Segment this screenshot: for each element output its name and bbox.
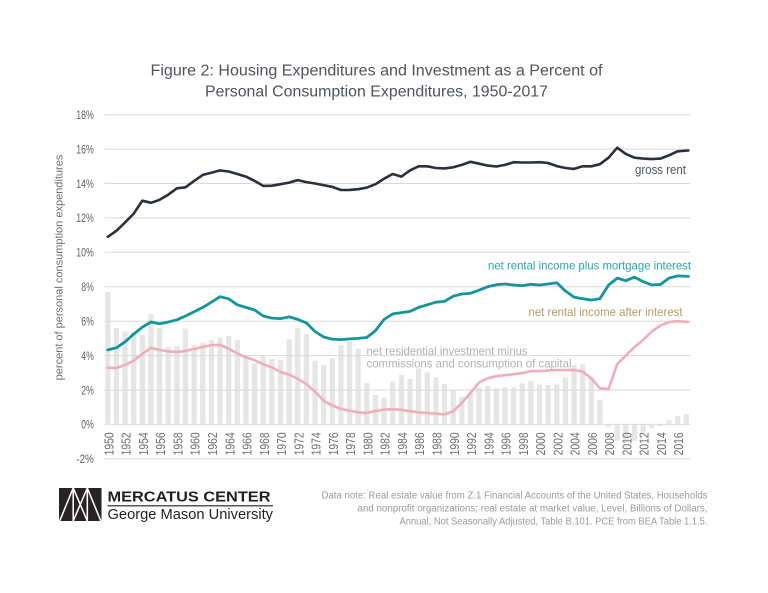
svg-text:1996: 1996 [500, 432, 514, 455]
svg-text:1976: 1976 [327, 432, 341, 455]
svg-text:1974: 1974 [310, 432, 324, 455]
svg-text:16%: 16% [76, 142, 94, 156]
svg-text:1980: 1980 [361, 432, 375, 455]
svg-text:1960: 1960 [189, 432, 203, 455]
svg-text:commissions and consumption of: commissions and consumption of capital [367, 356, 572, 370]
svg-text:1978: 1978 [344, 432, 358, 455]
svg-text:net residential investment min: net residential investment minus [367, 344, 528, 358]
svg-text:2008: 2008 [603, 432, 617, 455]
svg-text:1956: 1956 [154, 432, 168, 455]
svg-text:4%: 4% [81, 349, 94, 363]
svg-text:1962: 1962 [206, 432, 220, 455]
svg-text:1984: 1984 [396, 432, 410, 455]
svg-text:George Mason University: George Mason University [108, 507, 274, 523]
svg-text:2014: 2014 [655, 432, 669, 455]
svg-text:Personal Consumption Expenditu: Personal Consumption Expenditures, 1950-… [205, 83, 548, 100]
svg-text:net rental income plus mortgag: net rental income plus mortgage interest [488, 259, 692, 273]
svg-text:1990: 1990 [448, 432, 462, 455]
svg-text:1972: 1972 [292, 432, 306, 455]
svg-text:1950: 1950 [102, 432, 116, 455]
svg-text:MERCATUS CENTER: MERCATUS CENTER [108, 490, 272, 506]
svg-text:1970: 1970 [275, 432, 289, 455]
svg-text:1954: 1954 [137, 432, 151, 455]
svg-text:Annual, Not Seasonally Adjuste: Annual, Not Seasonally Adjusted, Table B… [400, 517, 708, 528]
svg-text:8%: 8% [81, 280, 94, 294]
svg-text:and nonprofit organizations; r: and nonprofit organizations; real estate… [358, 504, 708, 515]
svg-text:-2%: -2% [76, 452, 94, 466]
svg-text:1992: 1992 [465, 432, 479, 455]
svg-text:2004: 2004 [569, 432, 583, 455]
svg-text:2010: 2010 [620, 432, 634, 455]
svg-text:Figure 2: Housing Expenditures: Figure 2: Housing Expenditures and Inves… [151, 62, 604, 79]
svg-text:1952: 1952 [120, 432, 134, 455]
svg-text:net rental income after intere: net rental income after interest [529, 305, 684, 319]
svg-text:1958: 1958 [172, 432, 186, 455]
svg-text:1964: 1964 [223, 432, 237, 455]
svg-text:10%: 10% [76, 246, 94, 260]
svg-text:1986: 1986 [413, 432, 427, 455]
svg-text:percent of personal consumptio: percent of personal consumption expendit… [53, 154, 65, 380]
svg-text:2000: 2000 [534, 432, 548, 455]
svg-text:12%: 12% [76, 211, 94, 225]
svg-text:2012: 2012 [638, 432, 652, 455]
svg-text:14%: 14% [76, 177, 94, 191]
svg-text:2002: 2002 [551, 432, 565, 455]
svg-text:6%: 6% [81, 315, 94, 329]
svg-text:2%: 2% [81, 383, 94, 397]
svg-text:1994: 1994 [482, 432, 496, 455]
svg-text:1966: 1966 [241, 432, 255, 455]
svg-text:2006: 2006 [586, 432, 600, 455]
svg-text:Data note: Real estate value f: Data note: Real estate value from Z.1 Fi… [322, 491, 708, 502]
svg-text:gross rent: gross rent [635, 163, 686, 177]
svg-text:1988: 1988 [431, 432, 445, 455]
svg-text:0%: 0% [81, 418, 94, 432]
svg-text:1982: 1982 [379, 432, 393, 455]
svg-text:18%: 18% [76, 108, 94, 122]
svg-text:2016: 2016 [672, 432, 686, 455]
svg-text:1968: 1968 [258, 432, 272, 455]
svg-text:1998: 1998 [517, 432, 531, 455]
